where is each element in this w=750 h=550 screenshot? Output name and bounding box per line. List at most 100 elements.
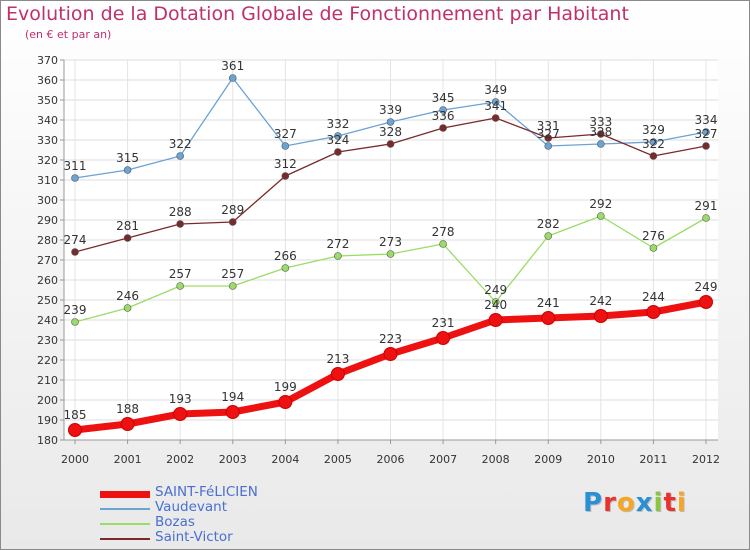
data-label: 333 [589, 115, 612, 129]
data-point [649, 138, 658, 146]
data-point [597, 140, 605, 148]
data-point [176, 152, 184, 160]
data-label: 266 [274, 249, 297, 263]
legend-label: Vaudevant [155, 499, 228, 515]
x-tick-label: 2003 [219, 453, 247, 466]
legend-swatch [100, 490, 150, 498]
data-label: 339 [379, 103, 402, 117]
x-tick-label: 2007 [429, 453, 457, 466]
axes: 180 190 200 210 220 230 240 250 260 270 280 290 300 3… [37, 54, 720, 466]
data-point [176, 282, 184, 290]
data-point [597, 212, 605, 220]
data-label: 273 [379, 235, 402, 249]
data-label: 324 [326, 133, 349, 147]
x-tick-label: 2002 [166, 453, 194, 466]
data-point [334, 148, 342, 156]
data-label: 345 [432, 91, 455, 105]
data-label: 213 [326, 352, 349, 366]
data-label: 349 [484, 83, 507, 97]
data-point [386, 118, 395, 126]
data-label: 361 [221, 59, 244, 73]
data-point [281, 264, 290, 272]
y-tick-label: 260 [37, 274, 58, 287]
x-tick-label: 2010 [587, 453, 615, 466]
data-label: 328 [379, 125, 402, 139]
data-point [699, 295, 713, 309]
data-label: 292 [589, 197, 612, 211]
legend-swatch [100, 523, 150, 525]
data-point [439, 106, 447, 114]
y-tick-label: 280 [37, 234, 58, 247]
y-tick-label: 220 [37, 354, 58, 367]
data-point [488, 313, 503, 327]
data-label: 311 [64, 159, 87, 173]
data-label: 223 [379, 332, 402, 346]
data-point [702, 214, 710, 222]
data-label: 272 [326, 237, 349, 251]
data-point [544, 134, 553, 142]
data-label: 249 [484, 283, 507, 297]
data-label: 199 [274, 380, 297, 394]
chart-title: Evolution de la Dotation Globale de Fonc… [6, 3, 629, 25]
data-label: 257 [169, 267, 192, 281]
grid [64, 59, 718, 441]
y-tick-label: 230 [37, 334, 58, 347]
data-label: 327 [274, 127, 297, 141]
data-point [334, 252, 342, 260]
data-point [228, 218, 237, 226]
data-label: 291 [695, 199, 718, 213]
x-tick-label: 2012 [692, 453, 720, 466]
data-label: 185 [64, 408, 87, 422]
y-tick-label: 240 [37, 314, 58, 327]
data-label: 341 [484, 99, 507, 113]
data-point [281, 172, 290, 180]
legend-label: SAINT-FéLICIEN [155, 484, 258, 500]
data-point [439, 124, 447, 132]
data-label: 246 [116, 289, 139, 303]
data-label: 289 [221, 203, 244, 217]
x-tick-label: 2009 [534, 453, 562, 466]
data-label: 188 [116, 402, 139, 416]
data-label: 276 [642, 229, 665, 243]
data-point [702, 128, 710, 136]
data-label: 315 [116, 151, 139, 165]
data-point [71, 318, 79, 326]
y-tick-label: 330 [37, 134, 58, 147]
data-point [491, 98, 500, 106]
data-point [386, 250, 395, 258]
data-point [330, 367, 345, 381]
y-tick-label: 210 [37, 374, 58, 387]
data-point [123, 166, 132, 174]
data-label: 194 [221, 390, 244, 404]
data-point [541, 311, 556, 325]
logo-letter: i [653, 488, 664, 518]
data-label: 288 [169, 205, 192, 219]
data-label: 240 [484, 298, 507, 312]
data-point [68, 423, 82, 437]
data-point [646, 305, 661, 319]
legend-swatch [100, 538, 150, 540]
data-point [491, 114, 500, 122]
x-tick-label: 2004 [271, 453, 299, 466]
data-point [123, 304, 132, 312]
data-label: 328 [589, 125, 612, 139]
data-point [120, 417, 135, 431]
data-label: 327 [695, 127, 718, 141]
y-tick-label: 200 [37, 394, 58, 407]
y-tick-label: 360 [37, 74, 58, 87]
data-label: 327 [537, 127, 560, 141]
data-point [228, 74, 237, 82]
data-point [439, 240, 447, 248]
data-label: 329 [642, 123, 665, 137]
data-point [649, 244, 658, 252]
proxiti-logo: Proxiti [583, 488, 687, 518]
data-point [593, 309, 608, 323]
data-label: 241 [537, 296, 560, 310]
logo-letter: i [676, 488, 687, 518]
x-tick-label: 2000 [61, 453, 89, 466]
data-labels: 311 315 322 361 327 332 339 345 349 327 328 329 334 2… [64, 59, 718, 422]
y-tick-label: 250 [37, 294, 58, 307]
y-tick-label: 270 [37, 254, 58, 267]
data-point [281, 142, 290, 150]
data-point [71, 248, 79, 256]
